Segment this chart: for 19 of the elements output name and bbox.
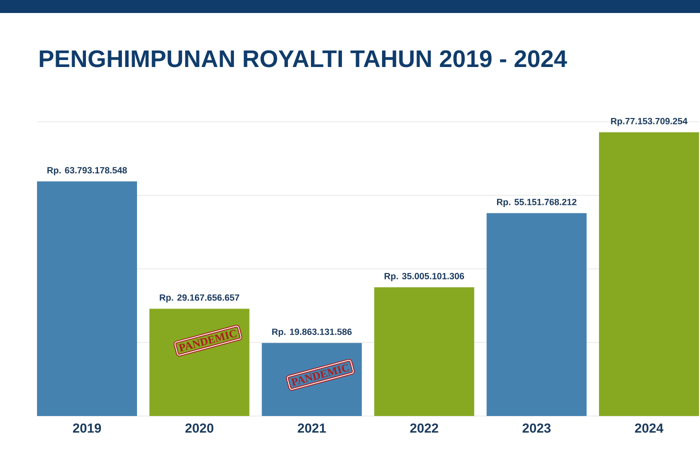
data-label: Rp.77.153.709.254 [611,118,688,126]
x-tick-label: 2023 [522,424,551,433]
x-tick-label: 2019 [73,424,101,433]
data-label: Rp. 29.167.656.657 [160,294,240,303]
data-label: Rp. 35.005.101.306 [384,272,464,282]
bar [149,308,250,416]
x-tick-label: 2020 [185,424,214,433]
bar [37,181,138,416]
chart-title: PENGHIMPUNAN ROYALTI TAHUN 2019 - 2024 [40,50,568,68]
bar [262,342,362,416]
bar [374,287,474,416]
x-tick-label: 2022 [410,424,438,433]
bar [599,132,700,416]
x-tick-label: 2021 [298,424,326,433]
data-label: Rp. 63.793.178.548 [47,167,127,176]
data-label: Rp. 55.151.768.212 [497,198,576,207]
x-tick-label: 2024 [635,424,664,433]
data-label: Rp. 19.863.131.586 [272,328,352,337]
bar [486,213,587,416]
